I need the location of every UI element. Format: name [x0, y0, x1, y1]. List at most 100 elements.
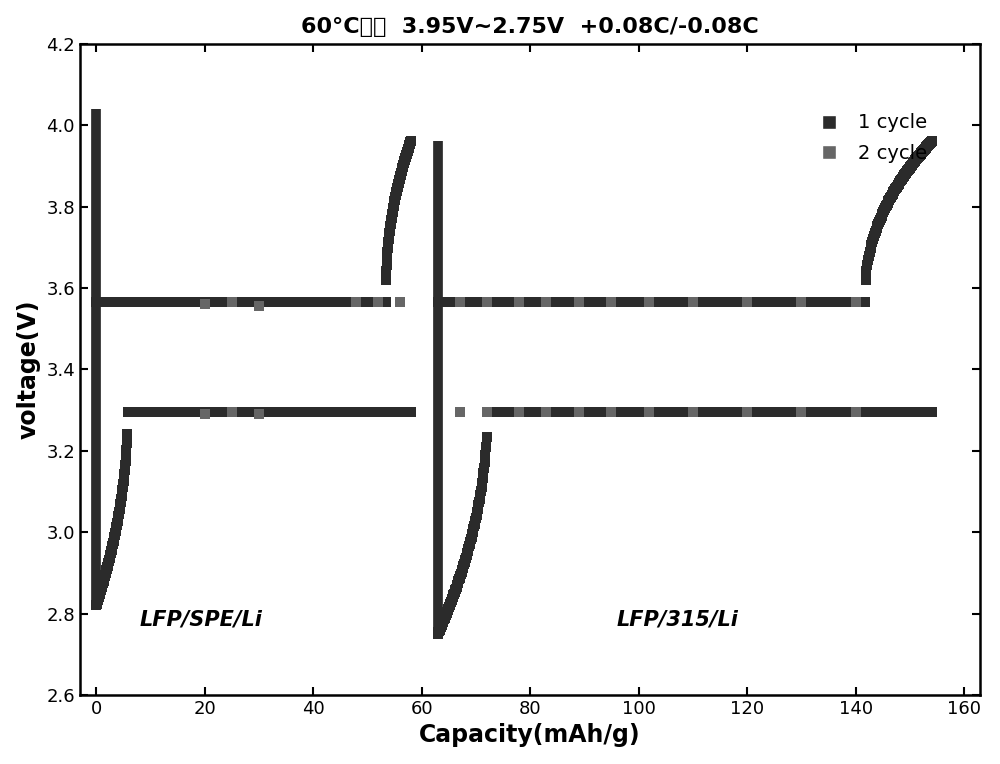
Point — [782, 296, 798, 309]
Point — [97, 568, 113, 581]
Point — [142, 406, 158, 418]
Point — [367, 406, 383, 418]
Point — [290, 406, 306, 418]
Point — [90, 592, 106, 604]
Point — [436, 613, 452, 626]
Point — [116, 468, 132, 480]
Point — [310, 406, 326, 418]
Point — [117, 296, 133, 309]
Point — [151, 296, 167, 309]
Point — [127, 406, 143, 418]
Point — [100, 296, 116, 309]
Point — [231, 406, 247, 418]
Point — [832, 406, 848, 418]
Point — [546, 406, 562, 418]
Point — [104, 296, 120, 309]
Point — [401, 140, 417, 152]
Point — [442, 599, 458, 611]
Point — [316, 406, 332, 418]
Point — [910, 151, 926, 163]
Point — [465, 523, 481, 536]
Point — [251, 408, 267, 420]
Point — [95, 578, 111, 590]
Point — [168, 406, 184, 418]
Point — [616, 296, 632, 309]
Point — [110, 513, 126, 525]
Point — [397, 152, 413, 164]
Point — [372, 296, 388, 309]
Point — [841, 406, 857, 418]
Point — [164, 406, 180, 418]
Point — [344, 296, 360, 309]
Point — [700, 296, 716, 309]
Point — [114, 490, 130, 503]
Point — [756, 296, 772, 309]
Point — [814, 406, 830, 418]
Point — [810, 406, 826, 418]
Point — [825, 296, 841, 309]
Point — [205, 406, 221, 418]
Point — [877, 202, 893, 214]
Point — [184, 296, 200, 309]
Point — [694, 296, 710, 309]
Point — [363, 406, 379, 418]
Point — [647, 406, 663, 418]
Point — [472, 493, 488, 505]
Point — [315, 406, 331, 418]
Point — [441, 296, 457, 309]
Point — [195, 406, 211, 418]
Point — [376, 296, 392, 309]
Point — [396, 156, 412, 168]
Point — [128, 406, 144, 418]
Point — [537, 406, 553, 418]
Point — [448, 582, 464, 594]
Point — [97, 296, 113, 309]
Point — [805, 296, 821, 309]
Point — [602, 406, 618, 418]
Point — [274, 296, 290, 309]
Point — [228, 296, 244, 309]
Point — [642, 296, 658, 309]
Point — [113, 496, 129, 508]
Point — [452, 571, 468, 584]
Point — [248, 296, 264, 309]
Point — [188, 406, 204, 418]
Point — [106, 533, 122, 545]
Point — [137, 406, 153, 418]
Y-axis label: voltage(V): voltage(V) — [17, 299, 41, 439]
Point — [256, 406, 272, 418]
Point — [225, 296, 241, 309]
Point — [636, 296, 652, 309]
Point — [562, 406, 578, 418]
Point — [113, 493, 129, 505]
Point — [447, 584, 463, 597]
Point — [215, 406, 231, 418]
Point — [582, 296, 598, 309]
Point — [378, 296, 394, 309]
Point — [392, 171, 408, 183]
Point — [154, 406, 170, 418]
Point — [785, 406, 801, 418]
Point — [89, 596, 105, 608]
Point — [457, 555, 473, 568]
Point — [110, 510, 126, 523]
Point — [263, 296, 279, 309]
Point — [147, 406, 163, 418]
Point — [231, 296, 247, 309]
Point — [103, 296, 119, 309]
Point — [366, 296, 382, 309]
Point — [206, 296, 222, 309]
Point — [784, 296, 800, 309]
Point — [852, 406, 868, 418]
Point — [443, 296, 459, 309]
Point — [385, 204, 401, 216]
Point — [287, 296, 303, 309]
Point — [541, 296, 557, 309]
Point — [613, 406, 629, 418]
Point — [89, 598, 105, 610]
Point — [360, 296, 376, 309]
Point — [524, 296, 540, 309]
Point — [638, 406, 654, 418]
Point — [872, 406, 888, 418]
Point — [260, 406, 276, 418]
